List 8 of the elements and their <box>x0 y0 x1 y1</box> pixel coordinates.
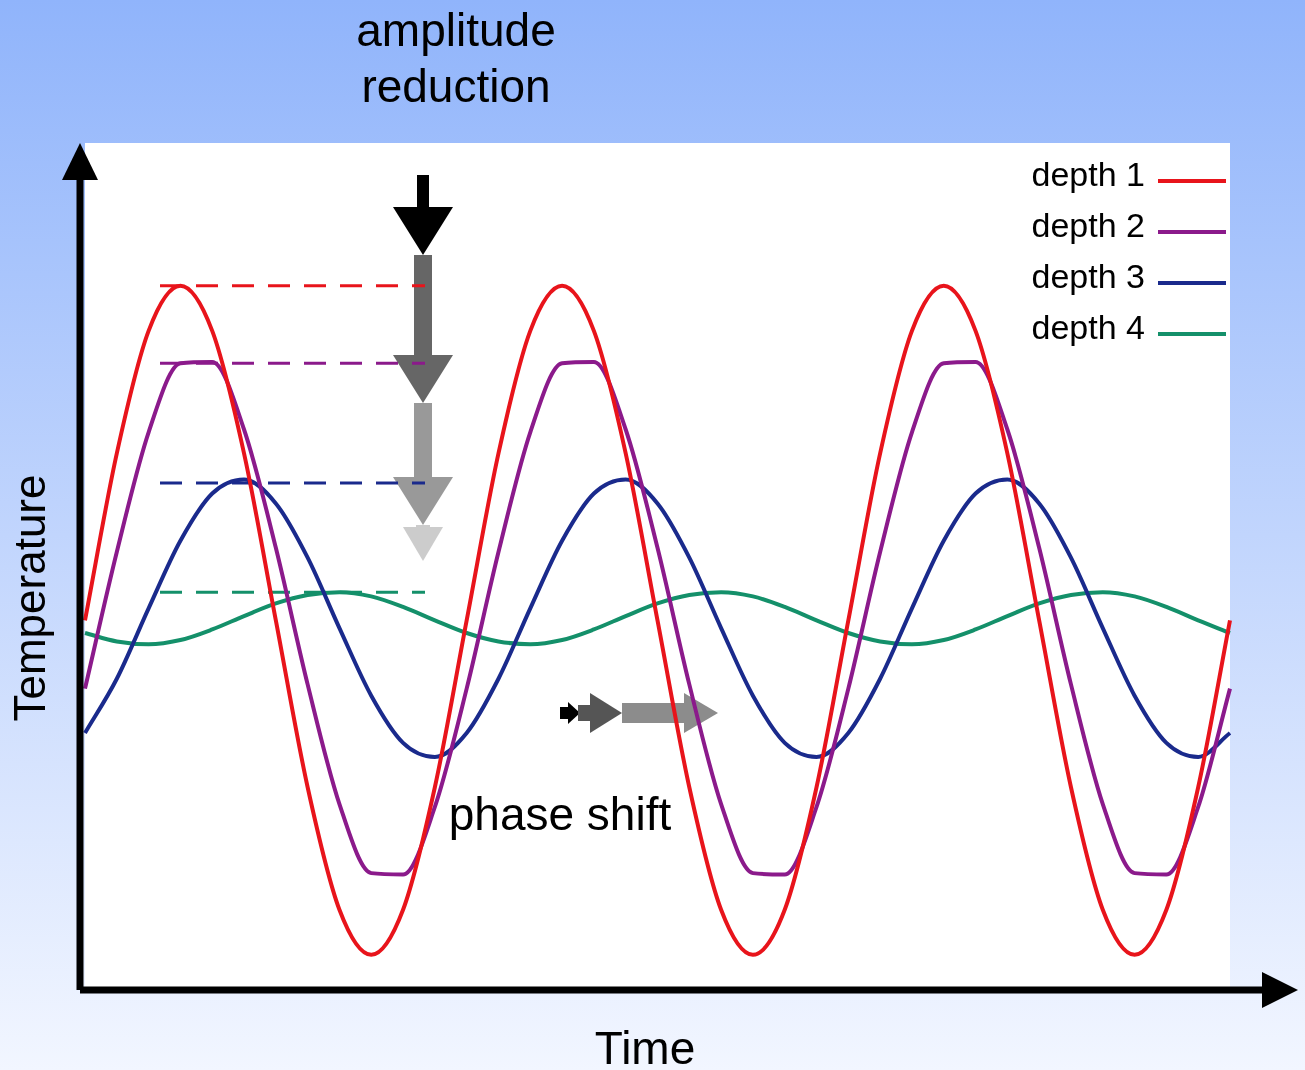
annotation: phase shift <box>447 787 673 842</box>
legend-label: depth 2 <box>1031 206 1145 245</box>
legend-label: depth 4 <box>1031 308 1145 347</box>
y-axis-title: Temperature <box>4 473 55 723</box>
legend-label: depth 1 <box>1031 155 1145 194</box>
text: amplitude reduction <box>355 3 557 114</box>
x-axis-title: Time <box>593 1021 697 1070</box>
legend-label: depth 3 <box>1031 257 1145 296</box>
